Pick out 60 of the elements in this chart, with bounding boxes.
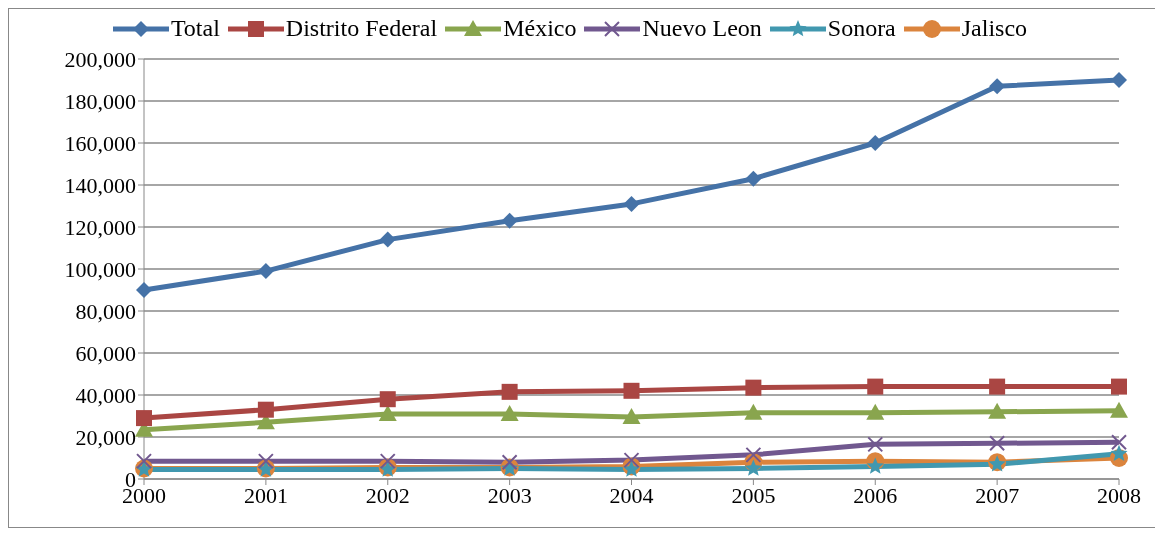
- point: [989, 78, 1006, 95]
- point: [257, 401, 274, 418]
- point: [379, 231, 396, 248]
- point: [622, 408, 641, 425]
- point: [867, 436, 884, 453]
- point: [257, 453, 274, 470]
- point: [257, 263, 274, 280]
- point: [867, 378, 884, 395]
- point: [501, 212, 518, 229]
- y-tick-label: 140,000: [64, 172, 136, 198]
- y-tick-label: 60,000: [75, 340, 136, 366]
- point: [1110, 444, 1128, 462]
- x-tick-label: 2004: [609, 482, 654, 508]
- point: [136, 410, 152, 427]
- point: [989, 378, 1006, 395]
- point: [989, 435, 1006, 452]
- y-tick-label: 20,000: [75, 424, 136, 450]
- point: [1111, 72, 1127, 88]
- y-tick-label: 180,000: [64, 88, 136, 114]
- point: [866, 403, 885, 420]
- point: [745, 446, 762, 463]
- legend-label: Distrito Federal: [285, 15, 438, 42]
- point: [623, 382, 640, 399]
- point: [136, 453, 152, 470]
- x-tick-label: 2001: [243, 482, 288, 508]
- point: [379, 391, 396, 408]
- y-tick-label: 120,000: [64, 214, 136, 240]
- legend-label: Nuevo Leon: [642, 15, 762, 42]
- legend-label: Jalisco: [961, 15, 1028, 42]
- point: [745, 379, 762, 396]
- point: [867, 135, 884, 151]
- y-tick-label: 40,000: [75, 382, 136, 408]
- point: [1110, 401, 1128, 418]
- point: [744, 459, 762, 476]
- legend-label: Total: [170, 15, 220, 42]
- point: [866, 457, 884, 474]
- x-tick-label: 2006: [853, 482, 898, 508]
- point: [1111, 378, 1127, 395]
- x-tick-label: 2003: [487, 482, 532, 508]
- x-tick-label: 2007: [975, 482, 1020, 508]
- point: [744, 403, 763, 420]
- x-tick-label: 2002: [365, 482, 410, 508]
- point: [623, 195, 640, 212]
- point: [501, 383, 518, 400]
- point: [745, 170, 762, 187]
- point: [988, 402, 1007, 419]
- point: [1111, 434, 1127, 451]
- point: [379, 453, 396, 470]
- point: [500, 404, 519, 421]
- point: [623, 452, 640, 469]
- legend-label: Sonora: [827, 15, 896, 42]
- point: [501, 454, 518, 471]
- legend-label: México: [503, 15, 577, 42]
- y-tick-label: 200,000: [64, 46, 136, 72]
- y-tick-label: 160,000: [64, 130, 136, 156]
- y-tick-label: 100,000: [64, 256, 136, 282]
- x-tick-label: 2005: [731, 482, 776, 508]
- point: [136, 282, 152, 298]
- x-tick-label: 2008: [1097, 482, 1141, 508]
- y-tick-label: 80,000: [75, 298, 136, 324]
